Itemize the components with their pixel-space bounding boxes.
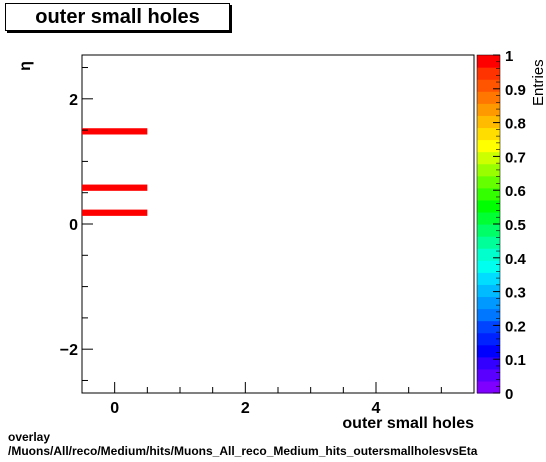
heatmap-cell-2	[82, 209, 148, 216]
palette-tick-label: 0.3	[505, 285, 526, 302]
footer-line-2: /Muons/All/reco/Medium/hits/Muons_All_re…	[8, 444, 478, 458]
x-axis-title: outer small holes	[342, 415, 474, 432]
palette-swatch-2	[477, 356, 500, 370]
palette-tick-label: 0.8	[505, 116, 526, 133]
palette-swatch-25	[477, 79, 500, 92]
palette-swatch-4	[477, 332, 500, 346]
heatmap-cell-0	[82, 128, 148, 135]
footer-line-1: overlay	[8, 430, 51, 444]
heatmap-cell-1	[82, 184, 148, 191]
palette-axis-title: Entries	[530, 59, 546, 106]
palette-swatch-16	[477, 187, 500, 201]
chart-title: outer small holes	[35, 5, 200, 28]
palette-swatch-12	[477, 236, 500, 249]
palette-tick-label: 0.5	[505, 217, 526, 234]
palette-swatch-19	[477, 151, 500, 165]
palette-swatch-15	[477, 199, 500, 213]
palette-swatch-22	[477, 115, 500, 129]
palette-tick-label: 0.9	[505, 82, 526, 99]
palette-swatch-7	[477, 296, 500, 310]
palette-swatch-9	[477, 272, 500, 285]
palette-swatch-23	[477, 103, 500, 116]
palette-swatch-27	[477, 55, 500, 68]
palette-tick-label: 0.7	[505, 149, 526, 166]
palette-tick-label: 0.6	[505, 183, 526, 200]
palette-swatch-13	[477, 224, 500, 237]
palette-tick-label: 0.1	[505, 352, 526, 369]
palette-tick-label: 0.4	[505, 251, 527, 268]
palette-swatch-14	[477, 211, 500, 225]
palette-swatch-18	[477, 163, 500, 177]
y-tick-label: −2	[60, 342, 78, 359]
palette-tick-label: 0.2	[505, 318, 526, 335]
y-tick-label: 0	[69, 217, 78, 234]
footer: overlay /Muons/All/reco/Medium/hits/Muon…	[8, 430, 477, 458]
y-tick-label: 2	[69, 92, 78, 109]
palette-swatch-6	[477, 308, 500, 322]
palette-swatch-3	[477, 344, 500, 358]
palette-swatch-1	[477, 368, 500, 382]
palette-tick-label: 0	[505, 386, 513, 403]
palette-swatch-21	[477, 127, 500, 141]
palette-swatch-10	[477, 260, 500, 273]
palette-swatch-17	[477, 175, 500, 189]
palette-swatch-11	[477, 248, 500, 261]
x-tick-label: 2	[241, 400, 250, 417]
palette-swatch-20	[477, 139, 500, 153]
palette-swatch-5	[477, 320, 500, 334]
x-tick-label: 4	[372, 400, 381, 417]
plot-frame	[81, 54, 475, 394]
palette-swatch-26	[477, 67, 500, 80]
palette-tick-label: 1	[505, 48, 513, 65]
y-axis-title: η	[17, 61, 34, 71]
palette-swatch-24	[477, 91, 500, 104]
x-tick-label: 0	[110, 400, 119, 417]
palette-swatch-0	[477, 380, 500, 394]
palette-swatch-8	[477, 284, 500, 298]
chart-title-box: outer small holes	[5, 3, 230, 31]
